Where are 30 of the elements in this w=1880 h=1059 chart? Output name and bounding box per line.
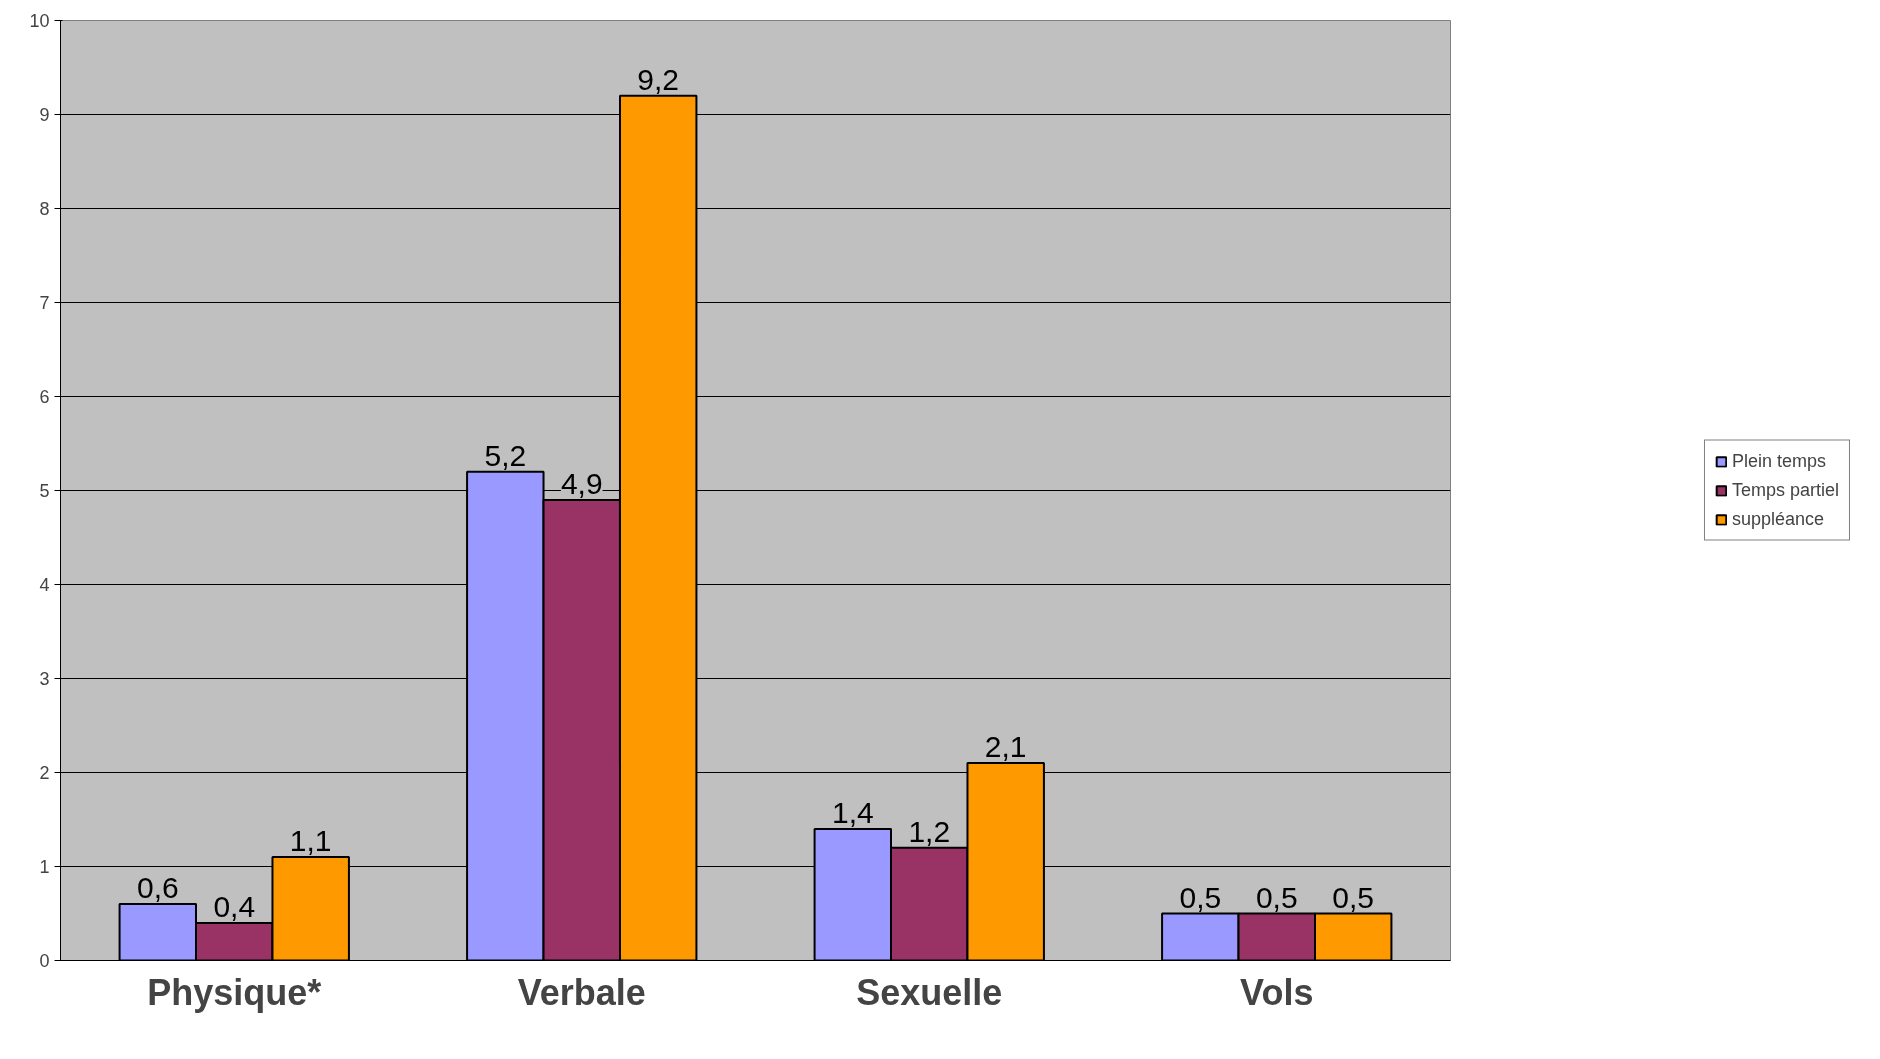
- data-label: 2,1: [984, 730, 1027, 764]
- y-tick-label: 4: [39, 575, 50, 595]
- legend-label: Plein temps: [1731, 450, 1827, 472]
- y-tick-label: 9: [39, 105, 50, 125]
- y-tick-label: 3: [39, 669, 50, 689]
- y-tick-label: 1: [39, 857, 50, 877]
- x-tick-label: Vols: [1240, 971, 1314, 1013]
- y-tick-label: 6: [39, 387, 50, 407]
- data-label: 1,1: [289, 824, 332, 858]
- y-tick-label: 5: [39, 481, 50, 501]
- data-label: 0,5: [1179, 880, 1222, 914]
- y-tick-label: 2: [39, 763, 50, 783]
- data-label: 0,4: [213, 889, 256, 923]
- data-label: 5,2: [484, 438, 527, 472]
- y-tick-label: 8: [39, 199, 50, 219]
- data-label: 1,4: [831, 795, 874, 829]
- data-label: 0,5: [1332, 880, 1375, 914]
- y-tick-label: 10: [29, 11, 50, 31]
- legend-label: Temps partiel: [1731, 479, 1840, 501]
- data-label: 1,2: [908, 814, 951, 848]
- x-tick-label: Sexuelle: [856, 971, 1003, 1013]
- data-label: 0,5: [1255, 880, 1298, 914]
- data-label: 9,2: [637, 62, 680, 96]
- y-tick-label: 7: [39, 293, 50, 313]
- data-label: 4,9: [560, 466, 603, 500]
- x-tick-label: Physique*: [147, 971, 322, 1013]
- y-tick-label: 0: [39, 951, 50, 971]
- x-tick-label: Verbale: [517, 971, 646, 1013]
- data-label: 0,6: [136, 871, 179, 905]
- legend-label: suppléance: [1731, 508, 1825, 530]
